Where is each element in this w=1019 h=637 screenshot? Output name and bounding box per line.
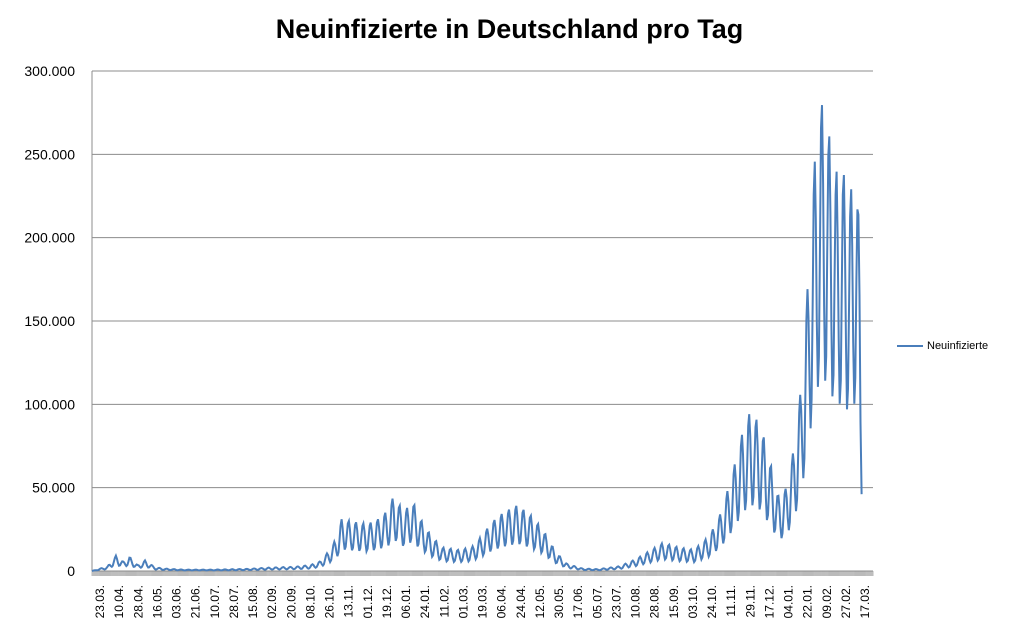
gridlines: [92, 70, 873, 489]
x-tick-label: 01.03.: [456, 585, 470, 618]
x-tick-label: 17.12.: [762, 585, 776, 618]
x-tick-label: 17.06.: [571, 585, 585, 618]
x-tick-label: 10.07.: [208, 585, 222, 618]
axes: [91, 71, 874, 576]
x-tick-label: 19.03.: [476, 585, 490, 618]
x-tick-label: 24.10.: [705, 585, 719, 618]
series-line-neuinfizierte: [91, 105, 863, 572]
x-tick-label: 16.05.: [150, 585, 164, 618]
x-tick-label: 22.01.: [801, 585, 815, 618]
x-tick-label: 27.02.: [839, 585, 853, 618]
y-tick-label: 150.000: [24, 313, 75, 329]
x-tick-label: 06.04.: [495, 585, 509, 618]
x-tick-label: 24.04.: [514, 585, 528, 618]
x-tick-label: 29.11.: [743, 585, 757, 617]
x-tick-label: 10.04.: [112, 585, 126, 618]
y-tick-label: 50.000: [32, 480, 75, 496]
x-tick-label: 30.05.: [552, 585, 566, 618]
x-tick-label: 15.09.: [667, 585, 681, 618]
x-tick-label: 26.10.: [323, 585, 337, 618]
y-tick-label: 300.000: [24, 63, 75, 79]
x-tick-label: 02.09.: [265, 585, 279, 618]
x-tick-label: 28.07.: [227, 585, 241, 618]
x-tick-label: 21.06.: [189, 585, 203, 618]
x-tick-label: 24.01.: [418, 585, 432, 618]
x-tick-label: 08.10.: [303, 585, 317, 618]
x-tick-label: 19.12.: [380, 585, 394, 618]
x-tick-label: 23.03.: [93, 585, 107, 618]
x-tick-label: 12.05.: [533, 585, 547, 618]
x-tick-label: 03.10.: [686, 585, 700, 618]
x-tick-label: 11.11.: [724, 585, 738, 617]
legend-label: Neuinfizierte: [927, 340, 989, 352]
x-tick-label: 05.07.: [590, 585, 604, 618]
y-tick-label: 100.000: [24, 396, 75, 412]
y-tick-label: 0: [67, 563, 75, 579]
x-tick-label: 13.11.: [342, 585, 356, 617]
x-tick-label: 11.02.: [437, 585, 451, 617]
legend: Neuinfizierte: [897, 340, 988, 352]
x-tick-label: 04.01.: [782, 585, 796, 618]
x-tick-label: 17.03.: [858, 585, 872, 618]
y-tick-label: 250.000: [24, 146, 75, 162]
x-tick-label: 06.01.: [399, 585, 413, 618]
x-tick-label: 28.08.: [648, 585, 662, 618]
chart-title: Neuinfizierte in Deutschland pro Tag: [275, 14, 744, 44]
x-tick-label: 01.12.: [361, 585, 375, 618]
x-tick-label: 28.04.: [131, 585, 145, 618]
y-axis-ticks: 0 50.000 100.000 150.000 200.000 250.000 300.0…: [24, 63, 75, 579]
x-tick-label: 15.08.: [246, 585, 260, 618]
x-axis-ticks: 23.03. 10.04. 28.04. 16.05. 03.06. 21.06. 10.0…: [93, 585, 872, 618]
legend-swatch: [897, 345, 923, 347]
x-tick-label: 23.07.: [609, 585, 623, 618]
y-tick-label: 200.000: [24, 230, 75, 246]
x-tick-label: 10.08.: [629, 585, 643, 618]
x-tick-label: 09.02.: [820, 585, 834, 618]
x-tick-label: 20.09.: [284, 585, 298, 618]
x-tick-label: 03.06.: [170, 585, 184, 618]
